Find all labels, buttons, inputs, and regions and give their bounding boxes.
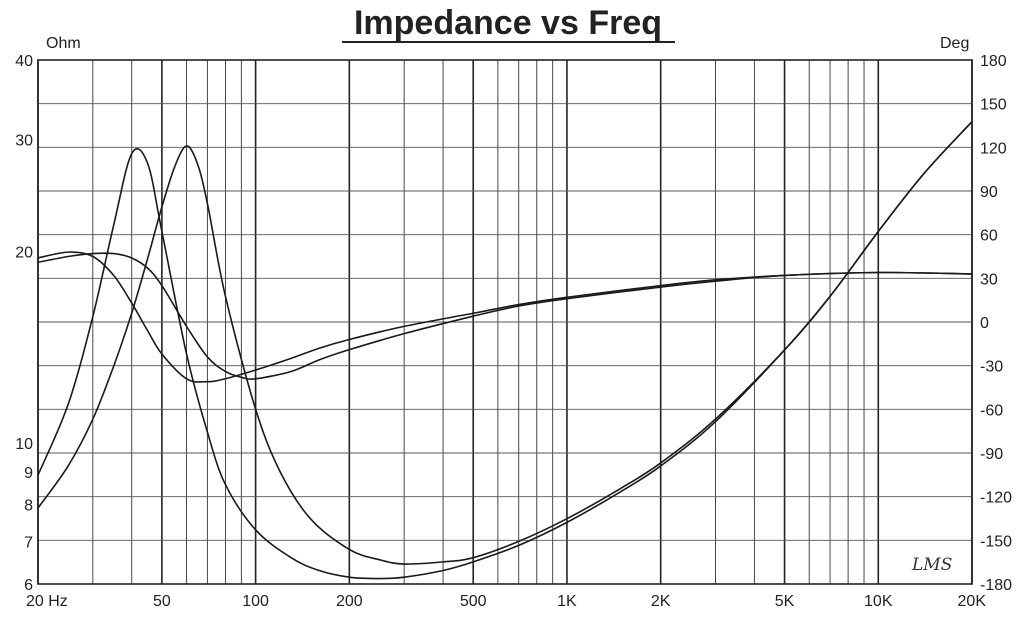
x-tick-label: 100 [242, 593, 269, 610]
left-tick-label: 7 [24, 534, 33, 551]
right-tick-label: -180 [980, 577, 1012, 594]
right-tick-label: 90 [980, 184, 998, 201]
right-tick-label: -150 [980, 533, 1012, 550]
grid [37, 59, 973, 585]
right-axis-unit: Deg [940, 35, 969, 52]
impedance-curve-2 [37, 121, 973, 565]
left-tick-label: 8 [24, 498, 33, 515]
x-tick-label: 50 [153, 593, 171, 610]
x-tick-label: 500 [460, 593, 487, 610]
left-tick-label: 10 [15, 436, 33, 453]
left-tick-labels: 40 30 20 10 9 8 7 6 [15, 53, 33, 594]
right-tick-label: 60 [980, 228, 998, 245]
left-tick-label: 6 [24, 577, 33, 594]
right-tick-label: 120 [980, 140, 1007, 157]
phase-curve-3 [37, 251, 973, 383]
x-tick-label: 5K [775, 593, 795, 610]
x-tick-label: 1K [557, 593, 577, 610]
phase-curve-4 [37, 252, 973, 380]
curves [37, 121, 973, 580]
left-tick-label: 40 [15, 53, 33, 70]
right-tick-label: 0 [980, 315, 989, 332]
x-tick-label: 20 Hz [26, 593, 68, 610]
plot-frame [37, 59, 973, 585]
left-tick-label: 30 [15, 132, 33, 149]
left-tick-label: 9 [24, 465, 33, 482]
right-tick-label: 30 [980, 271, 998, 288]
right-tick-label: 180 [980, 53, 1007, 70]
right-tick-label: -30 [980, 359, 1003, 376]
left-axis-unit: Ohm [46, 35, 81, 52]
lms-watermark: LMS [911, 555, 952, 575]
x-tick-label: 20K [958, 593, 987, 610]
x-tick-labels: 20 Hz 50 100 200 500 1K 2K 5K 10K 20K [26, 593, 986, 610]
right-tick-label: -60 [980, 402, 1003, 419]
chart-title: Impedance vs Freq [354, 4, 662, 42]
impedance-curve-1 [37, 121, 973, 580]
right-tick-label: 150 [980, 97, 1007, 114]
right-tick-label: -90 [980, 446, 1003, 463]
x-tick-label: 10K [864, 593, 893, 610]
right-tick-labels: 180 150 120 90 60 30 0 -30 -60 -90 -120 -150 -180 [980, 53, 1012, 594]
left-tick-label: 20 [15, 244, 33, 261]
x-tick-label: 2K [651, 593, 671, 610]
right-tick-label: -120 [980, 490, 1012, 507]
x-tick-label: 200 [336, 593, 363, 610]
